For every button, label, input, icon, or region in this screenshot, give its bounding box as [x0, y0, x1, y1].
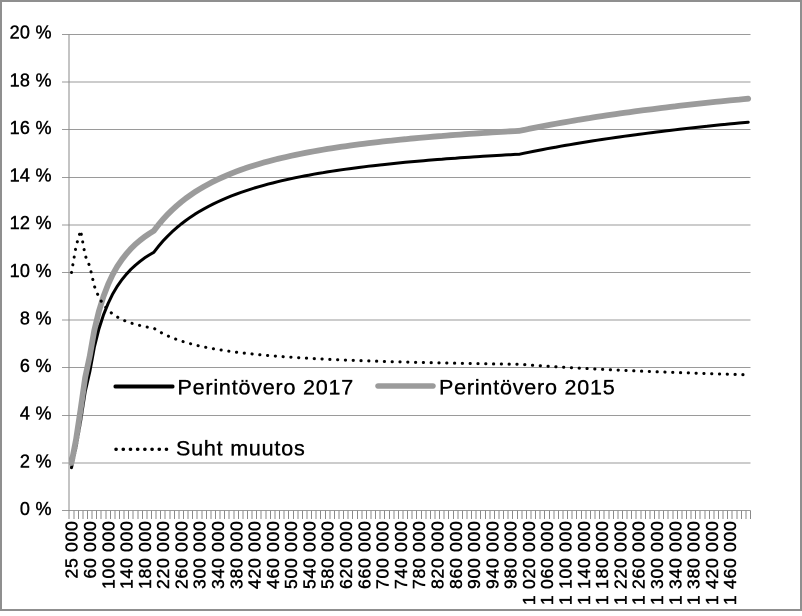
- svg-text:1 060 000: 1 060 000: [537, 521, 557, 606]
- svg-text:380 000: 380 000: [226, 521, 246, 590]
- svg-text:14 %: 14 %: [10, 166, 52, 186]
- svg-text:Perintövero 2017: Perintövero 2017: [178, 376, 355, 400]
- svg-text:580 000: 580 000: [318, 521, 338, 590]
- svg-text:540 000: 540 000: [300, 521, 320, 590]
- svg-text:1 420 000: 1 420 000: [702, 521, 722, 606]
- svg-text:20 %: 20 %: [10, 23, 52, 43]
- svg-text:940 000: 940 000: [482, 521, 502, 590]
- svg-text:1 260 000: 1 260 000: [629, 521, 649, 606]
- svg-text:1 460 000: 1 460 000: [720, 521, 740, 606]
- svg-text:8 %: 8 %: [20, 308, 52, 328]
- svg-text:420 000: 420 000: [245, 521, 265, 590]
- svg-text:1 300 000: 1 300 000: [647, 521, 667, 606]
- svg-text:1 100 000: 1 100 000: [556, 521, 576, 606]
- svg-text:2 %: 2 %: [20, 451, 52, 471]
- svg-text:100 000: 100 000: [98, 521, 118, 590]
- svg-text:700 000: 700 000: [373, 521, 393, 590]
- svg-text:500 000: 500 000: [281, 521, 301, 590]
- svg-text:25 000: 25 000: [62, 521, 82, 579]
- svg-text:1 220 000: 1 220 000: [610, 521, 630, 606]
- svg-text:220 000: 220 000: [153, 521, 173, 590]
- svg-text:16 %: 16 %: [10, 118, 52, 138]
- svg-text:900 000: 900 000: [464, 521, 484, 590]
- svg-text:12 %: 12 %: [10, 213, 52, 233]
- svg-text:1 180 000: 1 180 000: [592, 521, 612, 606]
- svg-text:460 000: 460 000: [263, 521, 283, 590]
- svg-text:300 000: 300 000: [190, 521, 210, 590]
- svg-text:60 000: 60 000: [80, 521, 100, 579]
- svg-text:660 000: 660 000: [354, 521, 374, 590]
- svg-text:620 000: 620 000: [336, 521, 356, 590]
- svg-text:780 000: 780 000: [409, 521, 429, 590]
- svg-text:340 000: 340 000: [208, 521, 228, 590]
- svg-text:Perintövero 2015: Perintövero 2015: [439, 376, 616, 400]
- svg-text:0 %: 0 %: [20, 499, 52, 519]
- svg-text:740 000: 740 000: [391, 521, 411, 590]
- svg-text:980 000: 980 000: [501, 521, 521, 590]
- svg-text:1 340 000: 1 340 000: [665, 521, 685, 606]
- svg-text:Suht muutos: Suht muutos: [176, 437, 306, 461]
- svg-text:180 000: 180 000: [135, 521, 155, 590]
- svg-text:260 000: 260 000: [171, 521, 191, 590]
- svg-text:1 020 000: 1 020 000: [519, 521, 539, 606]
- svg-text:1 140 000: 1 140 000: [574, 521, 594, 606]
- svg-text:140 000: 140 000: [117, 521, 137, 590]
- svg-text:4 %: 4 %: [20, 404, 52, 424]
- svg-text:820 000: 820 000: [428, 521, 448, 590]
- svg-text:10 %: 10 %: [10, 261, 52, 281]
- svg-text:1 380 000: 1 380 000: [684, 521, 704, 606]
- svg-text:18 %: 18 %: [10, 70, 52, 90]
- svg-text:6 %: 6 %: [20, 356, 52, 376]
- svg-text:860 000: 860 000: [446, 521, 466, 590]
